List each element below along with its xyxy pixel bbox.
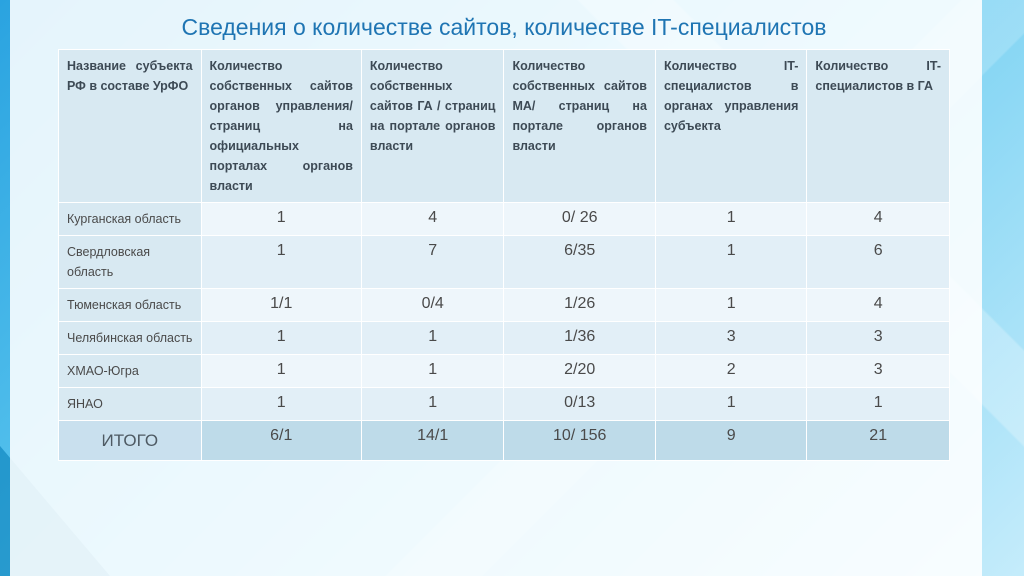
cell: 6/35	[504, 236, 655, 289]
row-label: ХМАО-Югра	[59, 355, 202, 388]
row-label: Курганская область	[59, 203, 202, 236]
total-cell: 10/ 156	[504, 421, 655, 461]
cell: 1	[807, 388, 950, 421]
cell: 0/13	[504, 388, 655, 421]
cell: 1	[201, 203, 361, 236]
cell: 1	[201, 388, 361, 421]
row-label: ЯНАО	[59, 388, 202, 421]
cell: 7	[361, 236, 504, 289]
table-row: Тюменская область 1/1 0/4 1/26 1 4	[59, 289, 950, 322]
row-label: Челябинская область	[59, 322, 202, 355]
total-cell: 21	[807, 421, 950, 461]
cell: 3	[655, 322, 806, 355]
cell: 2/20	[504, 355, 655, 388]
cell: 1/26	[504, 289, 655, 322]
col-header: Количество собственных сайтов МА/ страни…	[504, 50, 655, 203]
cell: 1/36	[504, 322, 655, 355]
cell: 2	[655, 355, 806, 388]
col-header: Количество IT-специалистов в органах упр…	[655, 50, 806, 203]
cell: 1/1	[201, 289, 361, 322]
col-header: Название субъекта РФ в составе УрФО	[59, 50, 202, 203]
cell: 3	[807, 322, 950, 355]
total-cell: 9	[655, 421, 806, 461]
cell: 0/4	[361, 289, 504, 322]
cell: 1	[201, 322, 361, 355]
page-title: Сведения о количестве сайтов, количестве…	[58, 14, 950, 41]
cell: 3	[807, 355, 950, 388]
cell: 1	[361, 388, 504, 421]
cell: 4	[807, 203, 950, 236]
col-header: Количество собственных сайтов органов уп…	[201, 50, 361, 203]
cell: 0/ 26	[504, 203, 655, 236]
cell: 4	[361, 203, 504, 236]
table-header: Название субъекта РФ в составе УрФО Коли…	[59, 50, 950, 203]
total-label: ИТОГО	[59, 421, 202, 461]
table-row: Челябинская область 1 1 1/36 3 3	[59, 322, 950, 355]
cell: 6	[807, 236, 950, 289]
row-label: Тюменская область	[59, 289, 202, 322]
table-row: ХМАО-Югра 1 1 2/20 2 3	[59, 355, 950, 388]
cell: 1	[655, 203, 806, 236]
cell: 4	[807, 289, 950, 322]
cell: 1	[361, 322, 504, 355]
col-header: Количество IT-специалистов в ГА	[807, 50, 950, 203]
cell: 1	[655, 236, 806, 289]
cell: 1	[201, 355, 361, 388]
table-row-total: ИТОГО 6/1 14/1 10/ 156 9 21	[59, 421, 950, 461]
cell: 1	[655, 388, 806, 421]
table-row: Свердловская область 1 7 6/35 1 6	[59, 236, 950, 289]
col-header: Количество собственных сайтов ГА / стран…	[361, 50, 504, 203]
table-row: ЯНАО 1 1 0/13 1 1	[59, 388, 950, 421]
total-cell: 6/1	[201, 421, 361, 461]
data-table: Название субъекта РФ в составе УрФО Коли…	[58, 49, 950, 461]
row-label: Свердловская область	[59, 236, 202, 289]
cell: 1	[201, 236, 361, 289]
cell: 1	[655, 289, 806, 322]
total-cell: 14/1	[361, 421, 504, 461]
slide-content: Сведения о количестве сайтов, количестве…	[10, 0, 982, 576]
cell: 1	[361, 355, 504, 388]
table-row: Курганская область 1 4 0/ 26 1 4	[59, 203, 950, 236]
